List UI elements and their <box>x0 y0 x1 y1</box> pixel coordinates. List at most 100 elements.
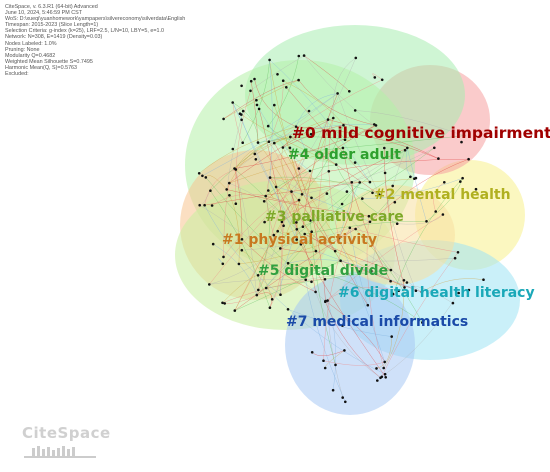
network-node[interactable] <box>467 288 471 292</box>
network-node[interactable] <box>441 213 445 216</box>
network-node[interactable] <box>210 204 214 207</box>
network-node[interactable] <box>467 157 470 161</box>
network-node[interactable] <box>308 169 312 173</box>
network-node[interactable] <box>310 351 314 354</box>
network-node[interactable] <box>198 203 201 207</box>
network-node[interactable] <box>211 242 215 246</box>
network-node[interactable] <box>348 90 351 93</box>
network-node[interactable] <box>295 221 298 224</box>
network-node[interactable] <box>264 286 268 290</box>
network-node[interactable] <box>249 89 252 93</box>
network-node[interactable] <box>421 321 424 324</box>
network-node[interactable] <box>353 161 357 164</box>
network-node[interactable] <box>228 181 231 185</box>
network-node[interactable] <box>341 396 345 399</box>
network-node[interactable] <box>402 279 406 282</box>
network-node[interactable] <box>299 242 303 246</box>
network-node[interactable] <box>286 261 290 265</box>
network-node[interactable] <box>288 146 292 150</box>
network-node[interactable] <box>434 210 438 213</box>
network-node[interactable] <box>461 176 464 180</box>
network-node[interactable] <box>389 279 392 283</box>
network-node[interactable] <box>267 140 271 143</box>
network-node[interactable] <box>223 302 226 305</box>
network-node[interactable] <box>334 363 337 367</box>
cluster-label-2[interactable]: #2 mental health <box>374 187 511 203</box>
network-node[interactable] <box>268 306 272 310</box>
network-node[interactable] <box>201 174 204 178</box>
network-node[interactable] <box>368 220 372 224</box>
network-node[interactable] <box>345 190 349 193</box>
network-node[interactable] <box>279 293 282 297</box>
network-node[interactable] <box>273 141 276 145</box>
network-node[interactable] <box>339 259 342 263</box>
network-node[interactable] <box>323 366 327 370</box>
network-node[interactable] <box>350 181 354 184</box>
network-node[interactable] <box>361 197 364 200</box>
cluster-label-1[interactable]: #1 physical activity <box>222 232 377 248</box>
network-node[interactable] <box>406 146 409 150</box>
network-node[interactable] <box>255 103 259 107</box>
network-node[interactable] <box>482 278 485 282</box>
network-node[interactable] <box>297 78 300 82</box>
network-node[interactable] <box>413 177 416 180</box>
network-node[interactable] <box>332 116 335 120</box>
network-node[interactable] <box>383 360 387 364</box>
network-node[interactable] <box>353 109 357 112</box>
network-node[interactable] <box>314 290 317 294</box>
network-node[interactable] <box>231 101 234 104</box>
network-node[interactable] <box>295 228 299 231</box>
network-node[interactable] <box>233 309 237 312</box>
network-node[interactable] <box>240 84 243 88</box>
network-node[interactable] <box>285 86 288 89</box>
network-node[interactable] <box>267 189 270 192</box>
network-node[interactable] <box>344 400 347 404</box>
network-node[interactable] <box>237 262 241 266</box>
network-node[interactable] <box>405 281 409 284</box>
network-node[interactable] <box>266 124 270 128</box>
network-node[interactable] <box>395 222 399 225</box>
network-node[interactable] <box>451 301 455 305</box>
network-node[interactable] <box>373 76 377 79</box>
network-node[interactable] <box>310 230 314 233</box>
network-node[interactable] <box>274 185 278 189</box>
network-node[interactable] <box>279 247 282 250</box>
network-node[interactable] <box>443 181 446 184</box>
network-node[interactable] <box>375 367 378 370</box>
network-node[interactable] <box>409 175 412 179</box>
network-node[interactable] <box>380 291 383 295</box>
network-node[interactable] <box>414 289 418 293</box>
network-node[interactable] <box>231 147 235 151</box>
network-node[interactable] <box>459 180 462 183</box>
network-node[interactable] <box>304 278 308 282</box>
network-node[interactable] <box>253 77 256 81</box>
network-node[interactable] <box>280 220 284 224</box>
network-node[interactable] <box>384 376 388 379</box>
network-node[interactable] <box>383 146 386 150</box>
network-node[interactable] <box>268 176 272 179</box>
network-node[interactable] <box>253 152 257 156</box>
network-node[interactable] <box>324 299 327 303</box>
network-node[interactable] <box>457 291 461 295</box>
network-node[interactable] <box>420 290 424 294</box>
network-node[interactable] <box>234 202 238 205</box>
network-node[interactable] <box>358 181 362 184</box>
network-node[interactable] <box>460 140 463 144</box>
network-node[interactable] <box>456 251 460 254</box>
network-node[interactable] <box>241 141 244 144</box>
network-node[interactable] <box>240 113 243 116</box>
network-node[interactable] <box>383 372 387 376</box>
network-node[interactable] <box>270 298 274 301</box>
network-node[interactable] <box>326 299 329 302</box>
network-node[interactable] <box>309 219 312 222</box>
network-node[interactable] <box>281 146 285 149</box>
network-node[interactable] <box>462 134 466 137</box>
network-node[interactable] <box>309 132 313 136</box>
network-node[interactable] <box>331 388 335 392</box>
network-node[interactable] <box>286 308 290 311</box>
network-node[interactable] <box>264 194 268 198</box>
cluster-label-6[interactable]: #6 digital health literacy <box>338 285 535 301</box>
cluster-label-0[interactable]: #0 mild cognitive impairment <box>292 124 550 142</box>
network-node[interactable] <box>276 229 280 233</box>
network-node[interactable] <box>340 202 344 206</box>
